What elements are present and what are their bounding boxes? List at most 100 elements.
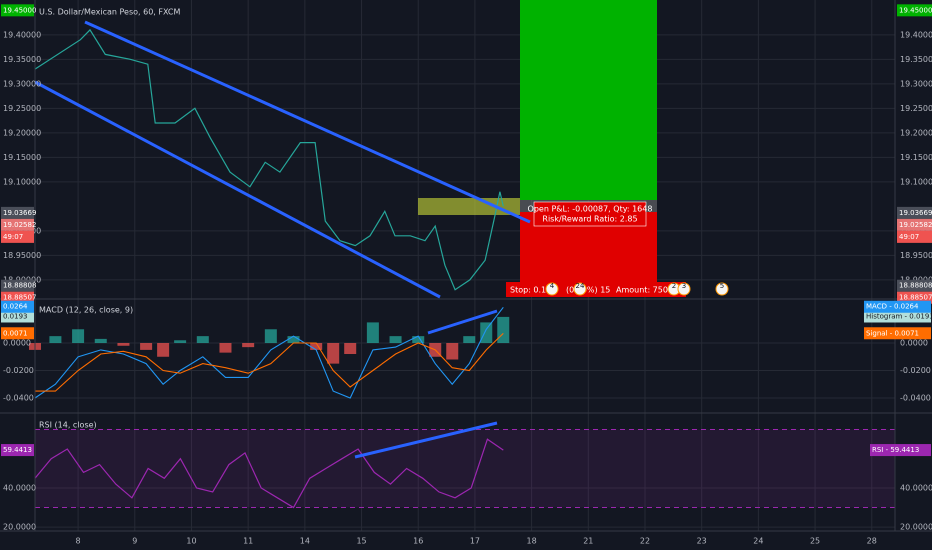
y-tick-label: 20.0000 [900, 523, 932, 532]
event-markers: 4 24 2 3 5 [545, 282, 729, 296]
histogram-bar [94, 338, 107, 344]
x-tick-label: 21 [583, 537, 593, 546]
x-tick-label: 15 [356, 537, 366, 546]
right-price-badge [897, 279, 932, 292]
y-tick-label: 19.25000 [900, 104, 932, 113]
macd-divergence [427, 309, 498, 335]
histogram-bar [174, 340, 187, 344]
left-price-badge-text: 18.88808 [3, 282, 36, 290]
x-tick-label: 23 [697, 537, 707, 546]
histogram-bar [117, 343, 130, 346]
right-badge [864, 327, 931, 340]
y-tick-label: 0.0000 [900, 339, 928, 348]
x-tick-label: 10 [186, 537, 196, 546]
right-price-badge [897, 206, 932, 219]
histogram-bar [310, 343, 323, 350]
pane-title: RSI (14, close) [39, 421, 97, 430]
histogram-bar [242, 343, 255, 348]
y-tick-label: 0.0000 [3, 339, 31, 348]
left-price-badge-text: 19.03669 [3, 209, 36, 217]
y-tick-label: -0.0400 [900, 393, 931, 402]
left-badge [1, 300, 34, 313]
histogram-bar [366, 322, 379, 344]
right-badge-text: Signal - 0.0071 [866, 329, 919, 337]
right-badge-text: Histogram - 0.0193 [866, 312, 932, 320]
y-tick-label: 19.25000 [3, 104, 41, 113]
histogram-bar [49, 336, 62, 344]
series-line [34, 28, 504, 291]
histogram-bar [140, 343, 153, 350]
right-price-badge-text: RSI - 59.4413 [872, 446, 919, 454]
left-price-badge [1, 4, 34, 17]
right-price-badge-text: 19.45000 [899, 6, 932, 14]
highlight-box [418, 198, 520, 215]
x-tick-label: 16 [413, 537, 423, 546]
histogram-bar [446, 343, 459, 360]
right-price-badge-text: 18.88507 [899, 294, 932, 302]
event-marker-text: 4 [550, 282, 555, 290]
stop-text: Stop: 0.15 [510, 286, 551, 295]
histogram-bar [196, 336, 209, 344]
macd-line [35, 333, 504, 392]
x-tick-label: 11 [243, 537, 253, 546]
left-price-badge-text: 59.4413 [3, 446, 32, 454]
histogram-bar [463, 336, 476, 344]
x-tick-label: 22 [640, 537, 650, 546]
pane-title: MACD (12, 26, close, 9) [39, 306, 133, 315]
countdown-badge [1, 230, 34, 243]
left-price-badge [1, 444, 34, 457]
histogram-bar [327, 343, 340, 364]
left-price-badge [1, 218, 34, 231]
x-tick-label: 28 [867, 537, 877, 546]
stop-pct-text: (0.80%) 15 [566, 286, 610, 295]
y-tick-label: 20.0000 [3, 523, 36, 532]
event-marker-text: 5 [720, 282, 724, 290]
left-badge-text: 0.0264 [3, 303, 28, 311]
y-tick-label: -0.0200 [3, 366, 34, 375]
event-marker-text: 3 [682, 282, 686, 290]
y-tick-label: 19.20000 [3, 128, 41, 137]
right-price-badge-text: 18.88808 [899, 282, 932, 290]
channel-bottom [34, 80, 441, 299]
left-price-badge-text: 18.88507 [3, 294, 36, 302]
event-marker [573, 282, 587, 296]
histogram-bar [412, 336, 425, 344]
y-tick-label: 19.10000 [3, 177, 41, 186]
histogram-bar [497, 316, 510, 344]
left-price-badge [1, 206, 34, 219]
y-tick-label: 40.0000 [3, 484, 36, 493]
pane-title: U.S. Dollar/Mexican Peso, 60, FXCM [39, 8, 180, 17]
left-price-badge-text: 19.45000 [3, 6, 36, 14]
event-marker [715, 282, 729, 296]
y-tick-label: 19.40000 [3, 30, 41, 39]
event-marker-text: 2 [672, 282, 676, 290]
right-price-badge [897, 218, 932, 231]
amount-text: Amount: 750 [616, 286, 668, 295]
histogram-bar [72, 329, 85, 344]
event-marker [545, 282, 559, 296]
channel-top [84, 20, 531, 224]
countdown-badge [897, 230, 932, 243]
y-tick-label: 19.15000 [900, 153, 932, 162]
right-price-badge-text: 19.02582 [899, 221, 932, 229]
histogram-bar [157, 343, 170, 357]
histogram-bar [219, 343, 232, 353]
right-badge [864, 300, 931, 313]
event-marker-text: 24 [576, 282, 585, 290]
right-badge-text: MACD - 0.0264 [866, 303, 919, 311]
y-tick-label: -0.0400 [3, 393, 34, 402]
x-tick-label: 24 [753, 537, 763, 546]
right-price-badge [870, 444, 931, 457]
x-tick-label: 25 [810, 537, 820, 546]
macd-line [34, 306, 504, 399]
histogram-bar [264, 329, 277, 344]
histogram-bar [389, 336, 402, 344]
y-tick-label: 19.20000 [900, 128, 932, 137]
event-marker [677, 282, 691, 296]
countdown-badge-text: 49:07 [3, 233, 23, 241]
y-tick-label: 19.35000 [3, 55, 41, 64]
y-tick-label: 19.15000 [3, 153, 41, 162]
